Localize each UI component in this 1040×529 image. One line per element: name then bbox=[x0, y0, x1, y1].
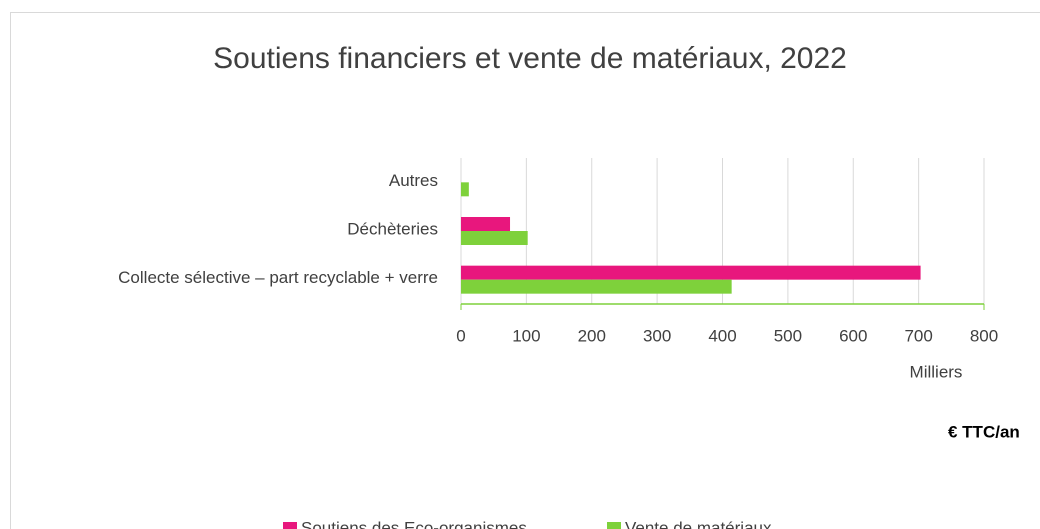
x-tick-label: 500 bbox=[774, 326, 802, 345]
legend-label: Vente de matériaux bbox=[625, 518, 772, 529]
legend-swatch bbox=[607, 522, 621, 529]
x-tick-label: 300 bbox=[643, 326, 671, 345]
x-axis-label: € TTC/an bbox=[948, 422, 1020, 441]
x-tick-label: 800 bbox=[970, 326, 998, 345]
bar bbox=[461, 265, 921, 280]
y-tick-label: Autres bbox=[389, 171, 438, 190]
bar bbox=[461, 279, 732, 294]
x-tick-label: 100 bbox=[512, 326, 540, 345]
bar bbox=[461, 217, 511, 231]
x-tick-label: 700 bbox=[904, 326, 932, 345]
y-tick-label: Déchèteries bbox=[347, 219, 438, 238]
bar bbox=[461, 231, 528, 245]
bar bbox=[461, 182, 469, 197]
x-tick-label: 600 bbox=[839, 326, 867, 345]
legend-label: Soutiens des Eco-organismes bbox=[301, 518, 527, 529]
y-tick-label: Collecte sélective – part recyclable + v… bbox=[118, 268, 438, 287]
chart-title: Soutiens financiers et vente de matériau… bbox=[213, 42, 847, 75]
legend-swatch bbox=[283, 522, 297, 529]
x-tick-label: 400 bbox=[708, 326, 736, 345]
x-tick-label: 200 bbox=[578, 326, 606, 345]
x-unit-label: Milliers bbox=[910, 362, 963, 381]
x-tick-label: 0 bbox=[456, 326, 465, 345]
